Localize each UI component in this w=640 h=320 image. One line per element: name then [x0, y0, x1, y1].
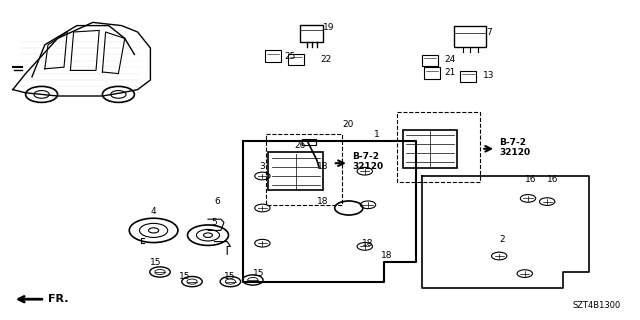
Bar: [403, 130, 458, 168]
Text: 20: 20: [342, 120, 354, 129]
Text: 15: 15: [179, 272, 191, 281]
Text: 22: 22: [320, 55, 332, 64]
Text: 4: 4: [150, 207, 156, 216]
Text: 16: 16: [547, 175, 559, 184]
Text: 7: 7: [486, 28, 492, 36]
Text: 1: 1: [374, 130, 380, 139]
Text: 18: 18: [381, 252, 392, 260]
Text: 19: 19: [323, 23, 335, 32]
Text: B-7-2
32120: B-7-2 32120: [352, 152, 383, 171]
Bar: [424, 68, 440, 79]
Bar: [302, 139, 316, 145]
Bar: [266, 134, 342, 205]
Text: 26: 26: [294, 141, 306, 150]
Bar: [288, 53, 304, 65]
Bar: [422, 55, 438, 66]
Text: SZT4B1300: SZT4B1300: [573, 301, 621, 310]
Bar: [454, 27, 486, 47]
Text: 6: 6: [214, 197, 220, 206]
Text: 18: 18: [362, 239, 373, 248]
Text: 13: 13: [483, 71, 495, 80]
Text: 15: 15: [253, 269, 264, 278]
Text: 18: 18: [317, 162, 328, 171]
Text: 21: 21: [445, 68, 456, 76]
Bar: [269, 152, 323, 190]
Text: 5: 5: [211, 218, 217, 227]
Bar: [301, 25, 323, 43]
Text: 18: 18: [317, 197, 328, 206]
Text: 2: 2: [499, 236, 505, 244]
Text: 16: 16: [525, 175, 536, 184]
Text: 15: 15: [150, 258, 162, 267]
Text: FR.: FR.: [48, 294, 68, 304]
Bar: [397, 112, 480, 182]
Text: B-7-2
32120: B-7-2 32120: [499, 138, 531, 157]
Text: 24: 24: [445, 55, 456, 64]
Text: 3: 3: [259, 162, 265, 171]
Bar: [461, 71, 476, 83]
Bar: [265, 51, 282, 61]
Text: 25: 25: [285, 52, 296, 60]
Text: 15: 15: [224, 272, 236, 281]
